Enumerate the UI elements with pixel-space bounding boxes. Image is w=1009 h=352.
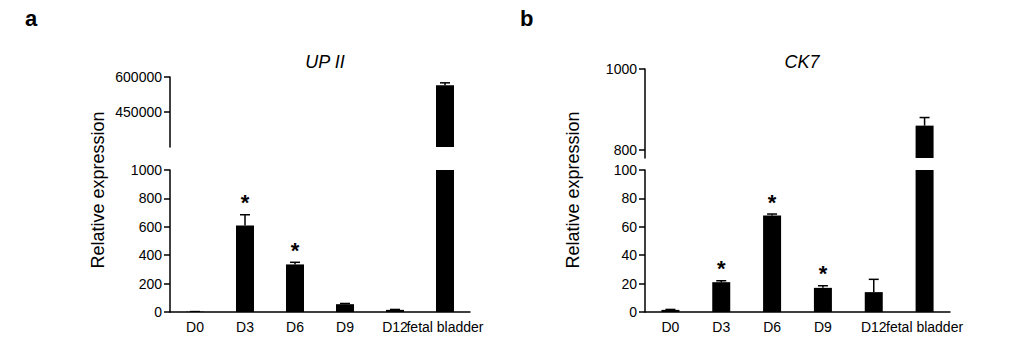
svg-text:*: *: [291, 238, 300, 263]
svg-text:Relative expression: Relative expression: [88, 111, 108, 268]
svg-text:D3: D3: [236, 319, 254, 335]
svg-text:*: *: [241, 190, 250, 215]
svg-text:60: 60: [621, 219, 637, 235]
svg-text:D9: D9: [814, 319, 832, 335]
svg-text:100: 100: [614, 162, 638, 178]
svg-text:D12: D12: [382, 319, 408, 335]
svg-text:D6: D6: [763, 319, 781, 335]
svg-text:D0: D0: [661, 319, 679, 335]
svg-text:fetal bladder: fetal bladder: [406, 319, 483, 335]
svg-text:D0: D0: [186, 319, 204, 335]
svg-text:200: 200: [139, 276, 163, 292]
svg-text:D12: D12: [861, 319, 887, 335]
svg-text:40: 40: [621, 247, 637, 263]
svg-text:20: 20: [621, 276, 637, 292]
svg-text:600: 600: [139, 219, 163, 235]
svg-text:UP II: UP II: [305, 52, 344, 72]
svg-text:80: 80: [621, 190, 637, 206]
svg-text:800: 800: [139, 190, 163, 206]
svg-text:a: a: [25, 6, 38, 31]
svg-text:800: 800: [614, 142, 638, 158]
svg-text:*: *: [717, 256, 726, 281]
svg-text:1000: 1000: [131, 162, 162, 178]
svg-text:0: 0: [154, 304, 162, 320]
svg-text:*: *: [819, 261, 828, 286]
svg-text:CK7: CK7: [784, 52, 820, 72]
svg-text:fetal bladder: fetal bladder: [886, 319, 963, 335]
svg-text:D9: D9: [336, 319, 354, 335]
svg-text:1000: 1000: [606, 61, 637, 77]
svg-text:450000: 450000: [115, 104, 162, 120]
svg-text:0: 0: [629, 304, 637, 320]
svg-text:600000: 600000: [115, 69, 162, 85]
svg-text:D3: D3: [712, 319, 730, 335]
svg-text:D6: D6: [286, 319, 304, 335]
svg-text:Relative expression: Relative expression: [563, 111, 583, 268]
svg-text:400: 400: [139, 247, 163, 263]
svg-text:b: b: [520, 6, 533, 31]
svg-text:*: *: [768, 190, 777, 215]
